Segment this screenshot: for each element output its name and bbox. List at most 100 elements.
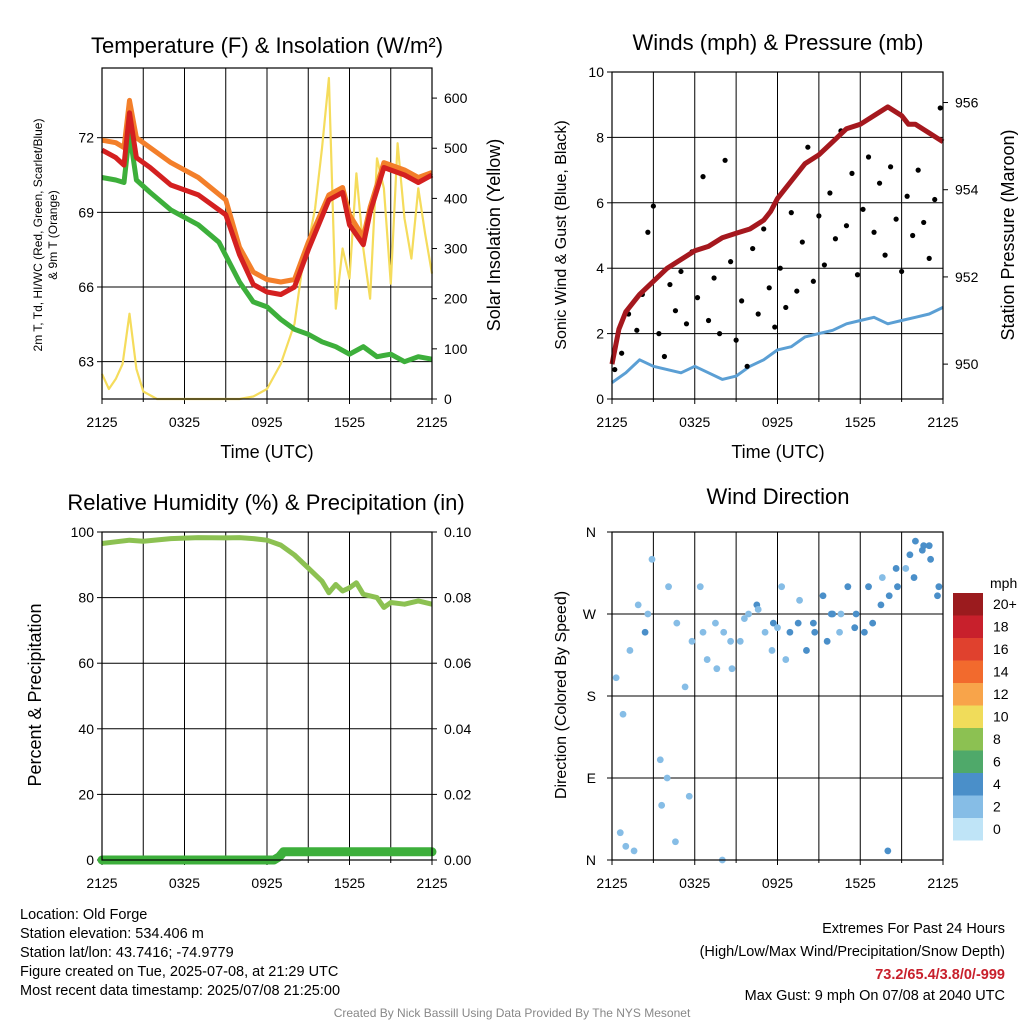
gust-point — [915, 167, 921, 173]
legend-label: 2 — [993, 799, 1001, 815]
temp-title: Temperature (F) & Insolation (W/m²) — [91, 33, 443, 58]
direction-point — [681, 683, 689, 691]
direction-point — [634, 601, 642, 609]
direction-point — [811, 628, 819, 636]
direction-point — [844, 583, 852, 591]
direction-point — [626, 647, 634, 654]
x-tick-label: 0925 — [251, 414, 282, 430]
gust-point — [772, 324, 778, 330]
gust-point — [750, 245, 756, 252]
gust-point — [783, 304, 789, 311]
direction-point — [658, 801, 666, 809]
series-line-2m-t — [100, 110, 434, 297]
x-tick-label: 2125 — [416, 875, 447, 891]
direction-point — [630, 847, 638, 855]
gust-point — [716, 331, 723, 337]
direction-point — [696, 583, 704, 591]
direction-point — [912, 537, 919, 545]
gust-point — [871, 229, 877, 235]
y-left-tick-label: 2 — [596, 326, 604, 342]
x-tick-label: 2125 — [416, 414, 447, 430]
y-right-tick-label: 954 — [955, 182, 979, 198]
wind-panel: Winds (mph) & Pressure (mb) 2125 0325 0925… — [553, 30, 1018, 462]
direction-point — [768, 647, 776, 654]
gust-point — [711, 275, 717, 281]
wind-ylabel-left: Sonic Wind & Gust (Blue, Black) — [553, 120, 570, 349]
direction-point — [829, 610, 837, 618]
direction-point — [745, 610, 752, 618]
direction-point — [656, 756, 664, 764]
legend-label: 10 — [993, 709, 1009, 725]
direction-point — [712, 619, 719, 627]
gust-point — [645, 229, 651, 235]
gust-point — [739, 298, 745, 304]
x-tick-label: 0325 — [169, 875, 200, 891]
gust-point — [932, 196, 938, 203]
gust-point — [761, 226, 767, 232]
temp-plot-area: 2125 0325 0925 1525 2125 63 66 69 72 0 100 200 300 40… — [78, 67, 468, 430]
direction-point — [778, 583, 786, 591]
gust-point — [656, 331, 662, 337]
temp-ylabel-left-line1: 2m T, Td, HI/WC (Red, Green, Scarlet/Blu… — [31, 119, 45, 352]
direction-point — [910, 574, 918, 581]
wind-plot-area: 2125 0325 0925 1525 2125 0 2 4 6 8 10 950 952 954 956 — [588, 64, 978, 430]
gust-point — [799, 239, 805, 245]
figure-created: Figure created on Tue, 2025-07-08, at 21… — [20, 964, 339, 980]
legend-label: 4 — [993, 776, 1001, 792]
y-left-tick-label: 0 — [596, 391, 604, 407]
x-tick-label: 2125 — [596, 875, 627, 891]
y-right-tick-label: 300 — [444, 241, 468, 257]
station-elevation: Station elevation: 534.406 m — [20, 926, 204, 942]
recent-timestamp: Most recent data timestamp: 2025/07/08 2… — [20, 983, 341, 999]
direction-point — [837, 610, 845, 618]
direction-point — [713, 665, 721, 673]
legend-label: 6 — [993, 754, 1001, 770]
gust-point — [788, 210, 794, 216]
direction-point — [663, 774, 671, 782]
direction-point — [619, 710, 627, 718]
gust-point — [865, 154, 872, 160]
y-right-tick-label: 0 — [444, 391, 452, 407]
direction-point — [673, 619, 681, 627]
direction-point — [885, 592, 893, 600]
extremes-description: (High/Low/Max Wind/Precipitation/Snow De… — [699, 944, 1005, 960]
legend-swatch — [953, 750, 983, 773]
dir-title: Wind Direction — [706, 484, 849, 509]
gust-point — [926, 255, 932, 261]
gust-point — [854, 272, 861, 278]
legend-swatch — [953, 705, 983, 728]
direction-point — [786, 628, 794, 636]
rh-plot-area: 2125 0325 0925 1525 2125 0 20 40 60 80 100 0.00 0.02… — [71, 524, 472, 891]
gust-point — [755, 311, 761, 317]
gust-point — [827, 190, 833, 196]
legend-label: 0 — [993, 821, 1001, 837]
legend-swatch — [953, 818, 983, 841]
gust-point — [860, 206, 866, 212]
x-tick-label: 1525 — [845, 414, 876, 430]
y-right-tick-label: 400 — [444, 190, 468, 206]
x-tick-label: 1525 — [334, 414, 365, 430]
gust-point — [876, 180, 883, 186]
gust-point — [777, 265, 783, 271]
direction-point — [720, 628, 728, 636]
station-location: Location: Old Forge — [20, 907, 148, 923]
x-tick-label: 0925 — [251, 875, 282, 891]
direction-point — [616, 829, 624, 837]
direction-point — [803, 647, 810, 654]
y-left-tick-label: 72 — [78, 130, 94, 146]
gust-point — [634, 327, 640, 333]
y-left-tick-label: 0 — [86, 852, 94, 868]
legend-swatch — [953, 660, 983, 683]
legend-swatch — [953, 773, 983, 796]
y-right-tick-label: 956 — [955, 95, 979, 111]
gust-point — [728, 259, 734, 265]
humidity-panel: Relative Humidity (%) & Precipitation (i… — [25, 490, 471, 891]
direction-point — [892, 565, 900, 572]
station-latlon: Station lat/lon: 43.7416; -74.9779 — [20, 945, 234, 961]
gust-point — [910, 232, 916, 239]
y-right-tick-label: 0.00 — [444, 852, 471, 868]
direction-point — [836, 628, 843, 636]
x-tick-label: 0325 — [169, 414, 200, 430]
x-tick-label: 2125 — [927, 875, 958, 891]
gust-point — [766, 285, 772, 291]
